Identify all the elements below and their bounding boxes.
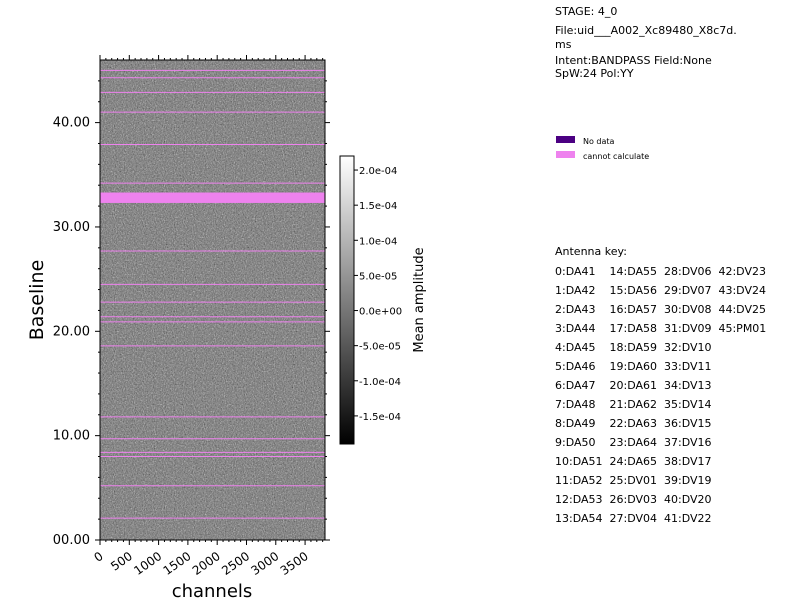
antenna-key-row: 13:DA54 27:DV04 41:DV22 [555,512,712,525]
plot-frame [99,59,326,541]
y-tick-label: 10.00 [53,429,90,444]
x-tick-label: 3000 [248,549,281,578]
colorbar-tick-label: 0.0e+00 [359,307,402,318]
colorbar-tick-label: 1.0e-04 [359,236,397,247]
stage-text: STAGE: 4_0 [555,5,618,18]
y-tick-label: 00.00 [53,533,90,548]
file-text-line1: File:uid___A002_Xc89480_X8c7d. [555,24,737,37]
colorbar-tick-label: 1.5e-04 [359,201,397,212]
antenna-key-row: 4:DA45 18:DA59 32:DV10 [555,341,712,354]
heatmap-image [100,60,325,540]
colorbar-tick-label: -1.5e-04 [359,412,401,423]
y-tick-label: 40.00 [53,116,90,131]
legend-swatch-cannot-calculate [556,151,575,158]
colorbar-ticks: 2.0e-04 1.5e-04 1.0e-04 5.0e-05 0.0e+00 -5.0e… [354,166,402,423]
colorbar-tick-label: 5.0e-05 [359,271,397,282]
antenna-key-row: 9:DA50 23:DA64 37:DV16 [555,436,712,449]
antenna-key-row: 6:DA47 20:DA61 34:DV13 [555,379,712,392]
antenna-key-row: 5:DA46 19:DA60 33:DV11 [555,360,712,373]
x-tick-label: 500 [108,549,135,574]
colorbar [339,155,355,445]
antenna-key-row: 10:DA51 24:DA65 38:DV17 [555,455,712,468]
x-tick-label: 2500 [219,549,252,578]
y-tick-label: 20.00 [53,324,90,339]
antenna-key-title: Antenna key: [555,245,627,258]
colorbar-tick-label: 2.0e-04 [359,166,397,177]
antenna-key-row: 7:DA48 21:DA62 35:DV14 [555,398,712,411]
x-tick-label: 2000 [190,549,223,578]
antenna-key-row: 11:DA52 25:DV01 39:DV19 [555,474,712,487]
x-tick-label: 0 [91,549,105,565]
antenna-key-row: 3:DA44 17:DA58 31:DV09 45:PM01 [555,322,767,335]
y-axis-label: Baseline [26,260,48,341]
y-tick-label: 30.00 [53,220,90,235]
legend-label-no-data: No data [583,137,615,146]
x-tick-label: 1000 [131,549,164,578]
colorbar-tick-label: -1.0e-04 [359,377,401,388]
cannot-calculate-marks [100,69,325,519]
antenna-key-row: 2:DA43 16:DA57 30:DV08 44:DV25 [555,303,766,316]
antenna-key-row: 1:DA42 15:DA56 29:DV07 43:DV24 [555,284,766,297]
intent-text: Intent:BANDPASS Field:None [555,54,712,67]
cannot-calculate-band [100,192,325,203]
x-axis-label: channels [172,581,253,600]
legend-label-cannot-calculate: cannot calculate [583,152,650,161]
y-axis: 00.00 10.00 20.00 30.00 40.00 [53,80,330,548]
file-text-line2: ms [555,38,572,51]
spw-pol-text: SpW:24 Pol:YY [555,67,634,80]
antenna-key-row: 12:DA53 26:DV03 40:DV20 [555,493,712,506]
antenna-key-row: 8:DA49 22:DA63 36:DV15 [555,417,712,430]
x-tick-label: 3500 [278,549,311,578]
antenna-key-row: 0:DA41 14:DA55 28:DV06 42:DV23 [555,265,766,278]
colorbar-tick-label: -5.0e-05 [359,342,401,353]
x-tick-label: 1500 [161,549,194,578]
legend-swatch-no-data [556,136,575,143]
colorbar-label: Mean amplitude [412,247,427,352]
